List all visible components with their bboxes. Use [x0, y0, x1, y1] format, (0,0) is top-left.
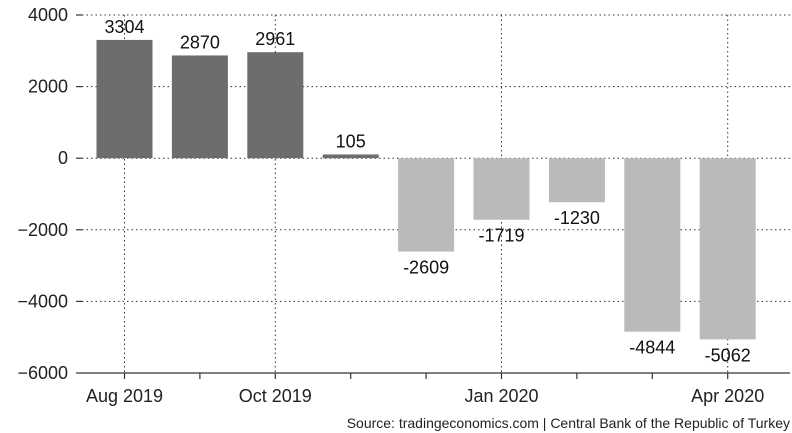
data-label: 105: [336, 131, 366, 151]
bar: [247, 52, 304, 159]
bar: [96, 39, 153, 159]
bar: [624, 158, 681, 332]
x-tick-label: Apr 2020: [691, 386, 764, 406]
bar: [473, 158, 530, 220]
bars: [96, 39, 756, 340]
x-tick-label: Jan 2020: [464, 386, 538, 406]
data-labels: 3304 2870 2961 105 -2609 -1719 -1230 -4844 -5062: [104, 17, 750, 366]
bar: [398, 158, 455, 252]
data-label: -5062: [705, 345, 751, 365]
data-label: 2961: [255, 29, 295, 49]
x-tick-label: Oct 2019: [239, 386, 312, 406]
y-tick-label: 4000: [28, 5, 68, 25]
data-label: -1719: [478, 226, 524, 246]
data-label: 2870: [180, 32, 220, 52]
axes: 4000 2000 0 −2000 −4000 −6000 Aug 2019 Oct 2019…: [17, 5, 790, 406]
data-label: -1230: [554, 208, 600, 228]
y-tick-label: −4000: [17, 291, 68, 311]
y-tick-label: 0: [58, 148, 68, 168]
bar: [548, 158, 605, 203]
bar: [699, 158, 756, 340]
y-tick-label: 2000: [28, 77, 68, 97]
bar: [171, 55, 228, 159]
data-label: -4844: [629, 338, 675, 358]
y-tick-label: −6000: [17, 363, 68, 383]
data-label: -2609: [403, 258, 449, 278]
x-tick-label: Aug 2019: [86, 386, 163, 406]
y-tick-label: −2000: [17, 220, 68, 240]
data-label: 3304: [104, 17, 144, 37]
source-note: Source: tradingeconomics.com | Central B…: [347, 415, 790, 431]
bar: [322, 154, 379, 159]
